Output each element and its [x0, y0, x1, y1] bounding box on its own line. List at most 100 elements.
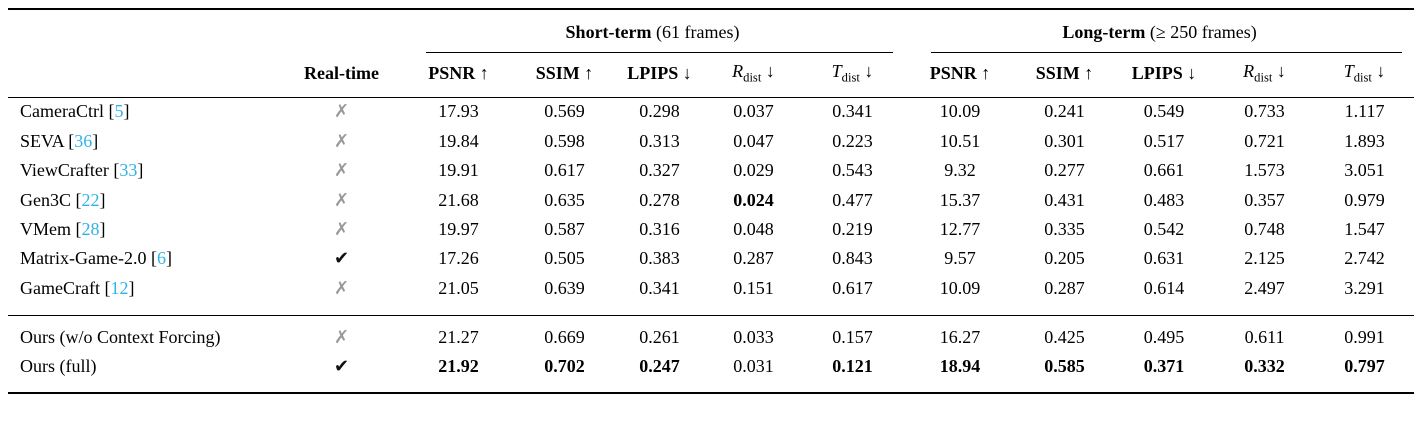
column-header-row: Real-time PSNR ↑ SSIM ↑ LPIPS ↓ Rdist ↓ Tdis…	[8, 53, 1415, 98]
metric-value: 0.517	[1114, 127, 1214, 156]
citation-link[interactable]: 22	[81, 189, 100, 210]
metric-value: 0.505	[517, 245, 612, 274]
cross-icon: ✗	[333, 101, 350, 123]
arrow-up-icon: ↑	[1079, 62, 1094, 83]
metric-value-text: 0.371	[1143, 355, 1185, 376]
metric-value-text: 0.157	[832, 326, 873, 347]
realtime-cell: ✗	[283, 215, 400, 244]
citation-link[interactable]: 5	[114, 101, 124, 122]
citation-link[interactable]: 12	[110, 277, 129, 298]
metric-value: 0.721	[1214, 127, 1315, 156]
arrow-down-icon: ↓	[859, 61, 874, 81]
metric-value: 9.32	[905, 156, 1015, 185]
metric-value-text: 18.94	[939, 355, 981, 376]
metric-value-text: 2.125	[1244, 248, 1285, 269]
realtime-cell: ✗	[283, 314, 400, 353]
cross-icon: ✗	[333, 160, 350, 182]
realtime-cell: ✗	[283, 97, 400, 127]
metric-value-text: 0.033	[733, 326, 774, 347]
method-name: Ours (full)	[20, 355, 97, 376]
metric-label: LPIPS	[1131, 62, 1183, 83]
table-row: Matrix-Game-2.0 [6] ✔ 17.26 0.505 0.383 0.287…	[8, 245, 1414, 274]
citation-link[interactable]: 33	[119, 160, 138, 181]
metric-value-text: 17.26	[438, 248, 479, 269]
metric-value: 0.205	[1015, 245, 1114, 274]
citation-link[interactable]: 6	[156, 248, 166, 269]
metric-value-text: 19.84	[438, 130, 479, 151]
realtime-cell: ✔	[283, 245, 400, 274]
metric-value-text: 0.313	[639, 130, 680, 151]
group-name-short-term: Short-term	[565, 22, 652, 42]
metric-value-text: 0.425	[1044, 326, 1085, 347]
metric-value-text: 0.241	[1044, 101, 1085, 122]
arrow-up-icon: ↑	[579, 62, 594, 83]
metric-value: 0.316	[612, 215, 707, 244]
col-header-rdist-short: Rdist ↓	[707, 53, 800, 98]
group-header-long-term: Long-term (≥ 250 frames)	[905, 8, 1415, 54]
metric-value: 0.341	[612, 274, 707, 315]
metric-value: 0.357	[1214, 186, 1315, 215]
metric-value-text: 0.383	[639, 248, 680, 269]
citation-bracket: [	[71, 189, 82, 210]
metric-value: 3.051	[1315, 156, 1414, 185]
metric-value-text: 0.483	[1143, 189, 1185, 210]
metric-value: 0.614	[1114, 274, 1214, 315]
metric-value-text: 0.029	[733, 160, 774, 181]
metric-value: 0.031	[707, 352, 800, 394]
realtime-cell: ✗	[283, 186, 400, 215]
citation-bracket: ]	[128, 277, 135, 298]
metric-value-text: 0.341	[639, 277, 680, 298]
metric-value-text: 0.517	[1143, 130, 1185, 151]
metric-value-text: 0.991	[1344, 326, 1385, 347]
metric-value: 0.495	[1114, 314, 1215, 353]
citation-bracket: ]	[99, 218, 106, 239]
metric-value: 0.033	[707, 314, 800, 353]
metric-value-text: 0.278	[639, 189, 680, 210]
metric-value-text: 0.721	[1244, 130, 1285, 151]
table-row: VMem [28] ✗ 19.97 0.587 0.316 0.048 0.219 12.77…	[8, 215, 1414, 244]
metric-value: 0.587	[517, 215, 612, 244]
metric-label: PSNR	[929, 62, 977, 83]
metric-value-text: 0.669	[544, 326, 585, 347]
metric-value: 10.51	[905, 127, 1015, 156]
table-row: CameraCtrl [5] ✗ 17.93 0.569 0.298 0.037 0.341…	[8, 97, 1414, 127]
metric-value-text: 0.495	[1143, 326, 1185, 347]
citation-bracket: ]	[165, 248, 172, 269]
arrow-down-icon: ↓	[1272, 61, 1286, 81]
metric-value-text: 0.301	[1044, 130, 1085, 151]
metric-value-text: 0.223	[832, 130, 873, 151]
method-cell: Ours (w/o Context Forcing)	[8, 314, 283, 353]
metric-symbol: Rdist	[1243, 61, 1273, 85]
metric-value-text: 0.024	[733, 189, 774, 210]
method-name: SEVA	[20, 130, 64, 151]
metric-value: 0.301	[1015, 127, 1114, 156]
col-header-ssim-short: SSIM ↑	[517, 53, 612, 98]
metric-value: 0.733	[1214, 97, 1315, 127]
citation-link[interactable]: 36	[74, 130, 93, 151]
citation-bracket: ]	[123, 101, 130, 122]
metric-value-text: 0.219	[832, 218, 873, 239]
method-column-header	[8, 53, 283, 98]
metric-value: 0.617	[800, 274, 905, 315]
metric-value: 0.425	[1015, 314, 1115, 353]
metric-value-text: 0.617	[544, 160, 585, 181]
metric-value: 0.287	[707, 245, 800, 274]
metric-value-text: 0.341	[832, 101, 873, 122]
group-header-short-term: Short-term (61 frames)	[400, 8, 906, 54]
metric-value: 0.477	[800, 186, 905, 215]
method-cell: GameCraft [12]	[8, 274, 283, 315]
method-name: Matrix-Game-2.0	[20, 248, 147, 269]
cross-icon: ✗	[333, 218, 350, 240]
group-name-long-term: Long-term	[1062, 22, 1146, 42]
table-body: CameraCtrl [5] ✗ 17.93 0.569 0.298 0.037 0.341…	[8, 97, 1415, 394]
col-header-psnr-short: PSNR ↑	[400, 53, 517, 98]
arrow-down-icon: ↓	[1371, 61, 1386, 81]
realtime-cell: ✗	[283, 274, 400, 315]
citation-bracket: [	[103, 101, 115, 122]
metric-value-text: 0.151	[733, 277, 774, 298]
metric-value: 0.431	[1015, 186, 1114, 215]
citation-link[interactable]: 28	[81, 218, 100, 239]
metric-value: 0.611	[1214, 314, 1316, 353]
metric-value-text: 0.631	[1143, 248, 1185, 269]
metric-value: 1.573	[1214, 156, 1315, 185]
